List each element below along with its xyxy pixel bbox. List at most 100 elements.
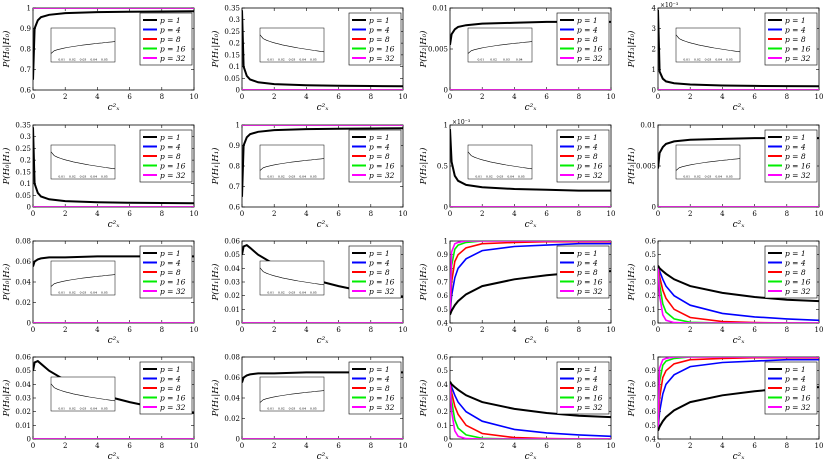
legend-label: p = 32 xyxy=(785,403,811,412)
legend-label: p = 16 xyxy=(577,44,603,53)
x-tick-label: 0 xyxy=(240,93,244,101)
inset-tick-label: 0.03 xyxy=(289,58,296,62)
y-axis-label: P(H₁|H₃) xyxy=(210,380,221,418)
y-tick-label: 0.8 xyxy=(437,265,448,273)
x-tick-label: 10 xyxy=(815,210,824,218)
legend-label: p = 1 xyxy=(785,249,806,258)
x-tick-label: 4 xyxy=(304,93,309,101)
inset-tick-label: 0.04 xyxy=(90,175,97,179)
y-axis-label: P(H₁|H₀) xyxy=(210,31,221,69)
inset-tick-label: 0.02 xyxy=(69,291,76,295)
series-line-p1 xyxy=(450,381,611,419)
x-tick-label: 6 xyxy=(336,326,341,334)
inset-tick-label: 0.01 xyxy=(267,175,274,179)
series-line-p32 xyxy=(658,265,819,323)
legend-label: p = 32 xyxy=(577,54,603,63)
legend-label: p = 8 xyxy=(785,152,806,161)
x-axis-label: c²ₓ xyxy=(525,220,538,230)
legend-label: p = 1 xyxy=(369,133,390,142)
inset-tick-label: 0.02 xyxy=(490,58,497,62)
x-tick-label: 8 xyxy=(160,442,164,450)
inset-tick-label: 0.03 xyxy=(80,407,87,411)
inset-tick-label: 0.04 xyxy=(507,175,514,179)
legend-label: p = 32 xyxy=(160,287,186,296)
y-tick-label: 0.1 xyxy=(229,63,240,71)
legend-label: p = 32 xyxy=(160,54,186,63)
legend-label: p = 16 xyxy=(160,44,186,53)
inset-tick-label: 0.02 xyxy=(69,175,76,179)
x-tick-label: 10 xyxy=(399,442,408,450)
inset-plot: 0.01 0.02 0.03 0.04 0.05 xyxy=(50,144,116,180)
inset-tick-label: 0.03 xyxy=(705,58,712,62)
x-tick-label: 10 xyxy=(399,93,408,101)
legend-label: p = 32 xyxy=(369,287,395,296)
legend-label: p = 16 xyxy=(577,161,603,170)
legend: p = 1p = 4p = 8p = 16p = 32 xyxy=(764,245,818,299)
y-tick-label: 0 xyxy=(652,204,656,212)
y-tick-label: 0.7 xyxy=(20,66,31,74)
inset-tick-label: 0.04 xyxy=(715,58,722,62)
x-tick-label: 6 xyxy=(752,442,757,450)
y-tick-label: 0.04 xyxy=(15,381,31,389)
inset-frame xyxy=(50,144,116,180)
legend-label: p = 4 xyxy=(577,142,598,151)
x-tick-label: 2 xyxy=(688,326,692,334)
y-axis-label: P(H₂|H₁) xyxy=(418,148,429,186)
y-axis-label: P(H₃|H₁) xyxy=(626,148,637,186)
legend-label: p = 1 xyxy=(785,16,806,25)
x-tick-label: 4 xyxy=(512,93,517,101)
legend-label: p = 16 xyxy=(160,277,186,286)
y-exponent-label: ×10⁻³ xyxy=(660,2,679,9)
x-tick-label: 6 xyxy=(127,326,132,334)
inset-tick-label: 0.05 xyxy=(101,407,108,411)
x-tick-label: 0 xyxy=(240,210,244,218)
legend-label: p = 32 xyxy=(369,171,395,180)
y-tick-label: 0.5 xyxy=(645,422,656,430)
y-tick-label: 3 xyxy=(652,25,656,33)
y-tick-label: 0.5 xyxy=(645,251,656,259)
legend-label: p = 8 xyxy=(160,268,181,277)
inset-plot: 0.01 0.02 0.03 0.04 0.05 xyxy=(467,144,533,180)
legend-label: p = 1 xyxy=(160,133,181,142)
y-tick-label: 0.1 xyxy=(20,180,31,188)
y-tick-label: 0.7 xyxy=(645,395,656,403)
inset-tick-label: 0.05 xyxy=(310,175,317,179)
x-tick-label: 8 xyxy=(160,210,164,218)
inset-curve xyxy=(467,41,533,54)
y-tick-label: 0.2 xyxy=(437,408,448,416)
inset-plot: 0.01 0.02 0.03 0.04 0.05 xyxy=(259,27,325,63)
x-axis-label: c²ₓ xyxy=(525,336,538,346)
y-tick-label: 0.3 xyxy=(437,395,448,403)
legend: p = 1p = 4p = 8p = 16p = 32 xyxy=(764,129,818,183)
inset-plot: 0.01 0.02 0.03 0.04 0.05 xyxy=(675,144,741,180)
inset-tick-label: 0.01 xyxy=(267,58,274,62)
legend-label: p = 4 xyxy=(785,25,806,34)
y-tick-label: 0 xyxy=(444,87,448,95)
y-axis-label: P(H₂|H₃) xyxy=(418,380,429,418)
x-tick-label: 4 xyxy=(512,442,517,450)
legend-label: p = 4 xyxy=(160,374,181,383)
legend-label: p = 16 xyxy=(785,161,811,170)
y-tick-label: 0 xyxy=(27,436,31,444)
y-tick-label: 0.9 xyxy=(229,142,240,150)
x-tick-label: 10 xyxy=(190,326,199,334)
y-tick-label: 0 xyxy=(444,436,448,444)
y-tick-label: 1 xyxy=(444,238,448,246)
x-tick-label: 8 xyxy=(785,93,789,101)
x-tick-label: 4 xyxy=(95,93,100,101)
x-tick-label: 0 xyxy=(656,93,660,101)
inset-tick-label: 0.05 xyxy=(101,58,108,62)
y-tick-label: 0.8 xyxy=(229,163,240,171)
panel-4-1: 0 2 4 6 8 1000.010.020.030.040.050.06c²ₓP(H₀|… xyxy=(1,354,198,463)
inset-frame xyxy=(675,27,741,63)
x-tick-label: 8 xyxy=(577,93,581,101)
y-axis-label: P(H₂|H₂) xyxy=(418,264,429,302)
y-tick-label: 0.4 xyxy=(645,436,657,444)
legend-label: p = 16 xyxy=(369,393,395,402)
legend-label: p = 8 xyxy=(577,35,598,44)
y-tick-label: 0.2 xyxy=(645,292,656,300)
y-tick-label: 0.06 xyxy=(15,354,31,362)
x-tick-label: 8 xyxy=(577,210,581,218)
y-tick-label: 0.06 xyxy=(224,238,240,246)
